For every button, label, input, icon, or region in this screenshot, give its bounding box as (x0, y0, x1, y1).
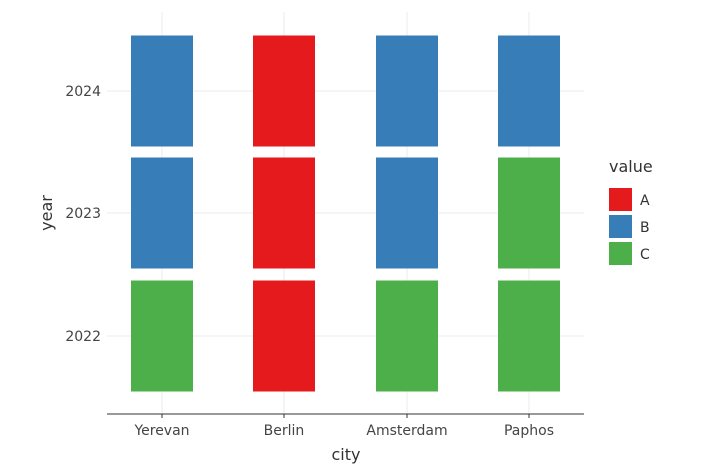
tile-yerevan-2023 (131, 157, 193, 269)
x-tick-label: Paphos (504, 423, 554, 439)
tiles (131, 35, 560, 392)
legend-key-a (609, 188, 632, 211)
tile-paphos-2024 (498, 35, 560, 147)
tile-paphos-2022 (498, 280, 560, 392)
tile-berlin-2024 (253, 35, 315, 147)
legend-label-c: C (640, 247, 650, 263)
y-tick-label: 2022 (65, 329, 101, 345)
tile-berlin-2023 (253, 157, 315, 269)
legend: value ABC (609, 157, 653, 265)
tile-amsterdam-2022 (376, 280, 438, 392)
x-tick-label: Amsterdam (366, 423, 447, 439)
y-tick-label: 2023 (65, 206, 101, 222)
tile-paphos-2023 (498, 157, 560, 269)
x-tick-label: Berlin (264, 423, 305, 439)
x-tick-labels: Yerevan Berlin Amsterdam Paphos (133, 414, 554, 439)
legend-key-c (609, 242, 632, 265)
y-tick-labels: 2022 2023 2024 (65, 84, 101, 345)
tile-amsterdam-2023 (376, 157, 438, 269)
x-axis-title: city (332, 445, 361, 464)
y-axis-title: year (37, 195, 56, 231)
tile-berlin-2022 (253, 280, 315, 392)
legend-title: value (609, 157, 653, 176)
y-tick-label: 2024 (65, 84, 101, 100)
x-tick-label: Yerevan (133, 423, 189, 439)
legend-key-b (609, 215, 632, 238)
tile-amsterdam-2024 (376, 35, 438, 147)
tile-yerevan-2022 (131, 280, 193, 392)
legend-label-a: A (640, 193, 650, 209)
tile-yerevan-2024 (131, 35, 193, 147)
legend-label-b: B (640, 220, 650, 236)
